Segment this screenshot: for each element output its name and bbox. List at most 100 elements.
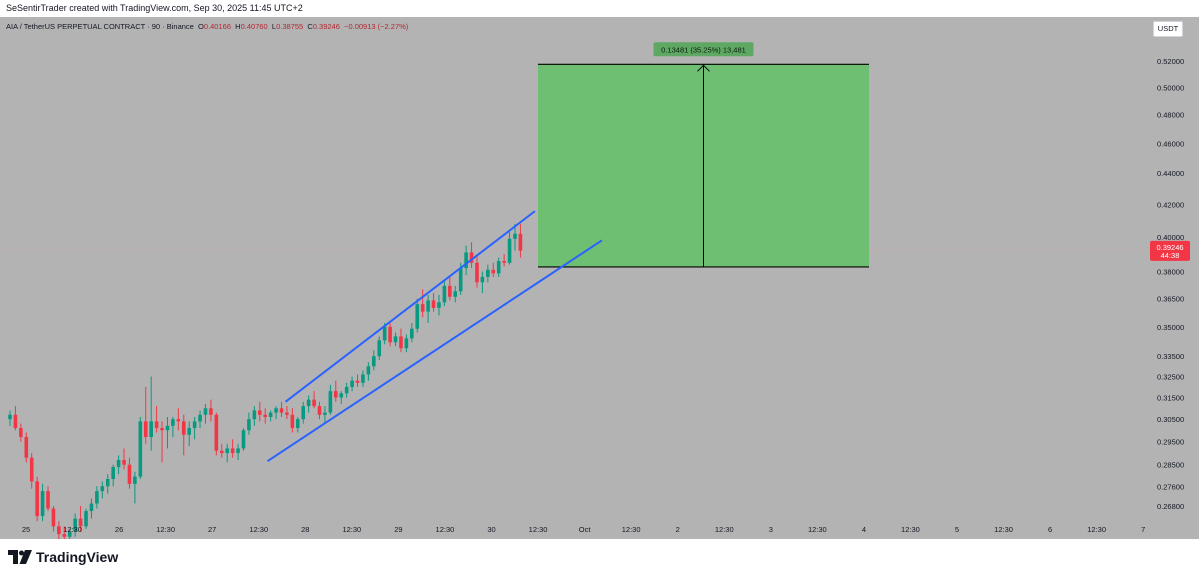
candle-body — [420, 304, 425, 312]
candle-body — [317, 406, 322, 415]
candle-body — [225, 448, 229, 454]
candle-body — [165, 425, 170, 431]
time-tick: 2 — [676, 525, 680, 534]
candle-body — [453, 291, 458, 297]
candle-body — [306, 399, 311, 407]
candle-body — [78, 518, 83, 527]
candle-body — [366, 366, 371, 375]
price-tick: 0.38000 — [1157, 268, 1184, 277]
candle-body — [176, 419, 181, 422]
target-label-bg — [653, 42, 754, 57]
candle-body — [339, 393, 344, 398]
price-tick: 0.46000 — [1157, 139, 1184, 148]
candle-body — [502, 261, 506, 263]
price-tick: 0.28500 — [1157, 461, 1184, 470]
time-tick: 28 — [301, 525, 309, 534]
candle-body — [187, 428, 191, 435]
time-tick: 26 — [115, 525, 123, 534]
candle-body — [19, 428, 23, 438]
time-scale[interactable] — [0, 523, 1199, 539]
price-scale[interactable] — [1148, 17, 1199, 523]
brand-name: TradingView — [36, 549, 119, 565]
candle-body — [458, 268, 463, 292]
time-tick: 12:30 — [529, 525, 548, 534]
close-label: C — [307, 22, 313, 31]
candle-body — [355, 380, 360, 383]
price-tick: 0.29500 — [1157, 438, 1184, 447]
candle-body — [426, 300, 430, 312]
candle-body — [13, 414, 18, 429]
symbol-legend: AIA / TetherUS PERPETUAL CONTRACT · 90 ·… — [6, 22, 408, 31]
candle-body — [431, 300, 436, 308]
time-tick: 7 — [1141, 525, 1145, 534]
candle-body — [263, 414, 268, 417]
time-tick: 29 — [394, 525, 402, 534]
high-value: 0.40760 — [240, 22, 268, 31]
candle-body — [491, 269, 496, 274]
price-tick: 0.35000 — [1157, 323, 1184, 332]
candle-body — [388, 326, 392, 343]
price-tick: 0.42000 — [1157, 200, 1184, 209]
candle-body — [230, 448, 235, 454]
candle-body — [67, 531, 72, 537]
price-tick: 0.48000 — [1157, 111, 1184, 120]
time-tick: 12:30 — [901, 525, 920, 534]
open-value: 0.40166 — [203, 22, 231, 31]
time-tick: 3 — [769, 525, 773, 534]
candle-body — [464, 252, 468, 269]
candle-body — [274, 408, 278, 413]
time-tick: 12:30 — [249, 525, 268, 534]
candle-body — [252, 410, 257, 420]
time-tick: 12:30 — [808, 525, 827, 534]
time-tick: Oct — [579, 525, 592, 534]
price-tick: 0.36500 — [1157, 295, 1184, 304]
candle-body — [35, 481, 39, 517]
target-label: 0.13481 (35.25%) 13,481 — [661, 45, 746, 54]
candle-body — [105, 478, 110, 487]
high-label: H — [235, 22, 241, 31]
candle-body — [415, 304, 420, 329]
candle-body — [84, 511, 88, 527]
candle-body — [285, 412, 289, 415]
candle-body — [334, 391, 338, 398]
candle-body — [192, 421, 197, 429]
time-tick: 12:30 — [715, 525, 734, 534]
candle-body — [513, 233, 517, 239]
candle-body — [116, 460, 121, 468]
open-label: O — [198, 22, 204, 31]
price-tick: 0.26800 — [1157, 502, 1184, 511]
candle-body — [154, 421, 159, 429]
tradingview-logo-icon — [8, 550, 32, 564]
price-tick: 0.31500 — [1157, 394, 1184, 403]
candle-body — [295, 419, 300, 429]
candle-body — [507, 238, 512, 263]
candle-body — [40, 491, 45, 517]
candle-body — [301, 406, 306, 420]
candle-body — [469, 252, 474, 263]
time-tick: 5 — [955, 525, 959, 534]
tradingview-brand[interactable]: TradingView — [8, 549, 118, 565]
candle-body — [127, 464, 132, 484]
candle-body — [279, 408, 284, 413]
last-price-countdown: 44:38 — [1161, 251, 1180, 260]
price-tick: 0.32500 — [1157, 373, 1184, 382]
time-tick: 12:30 — [63, 525, 82, 534]
candle-body — [24, 437, 29, 458]
currency-button[interactable]: USDT — [1153, 21, 1183, 37]
candle-body — [480, 276, 485, 283]
candle-body — [377, 340, 382, 357]
candle-body — [448, 285, 452, 297]
candle-body — [100, 486, 105, 492]
candle-body — [133, 476, 137, 484]
price-tick: 0.33500 — [1157, 352, 1184, 361]
time-tick: 12:30 — [994, 525, 1013, 534]
candle-body — [138, 421, 143, 477]
time-tick: 12:30 — [342, 525, 361, 534]
candle-body — [404, 338, 409, 349]
candle-body — [323, 412, 327, 415]
last-price-value: 0.39246 — [1156, 243, 1183, 252]
candle-body — [95, 491, 99, 504]
candle-body — [149, 421, 153, 438]
candle-body — [51, 508, 56, 527]
price-tick: 0.44000 — [1157, 169, 1184, 178]
